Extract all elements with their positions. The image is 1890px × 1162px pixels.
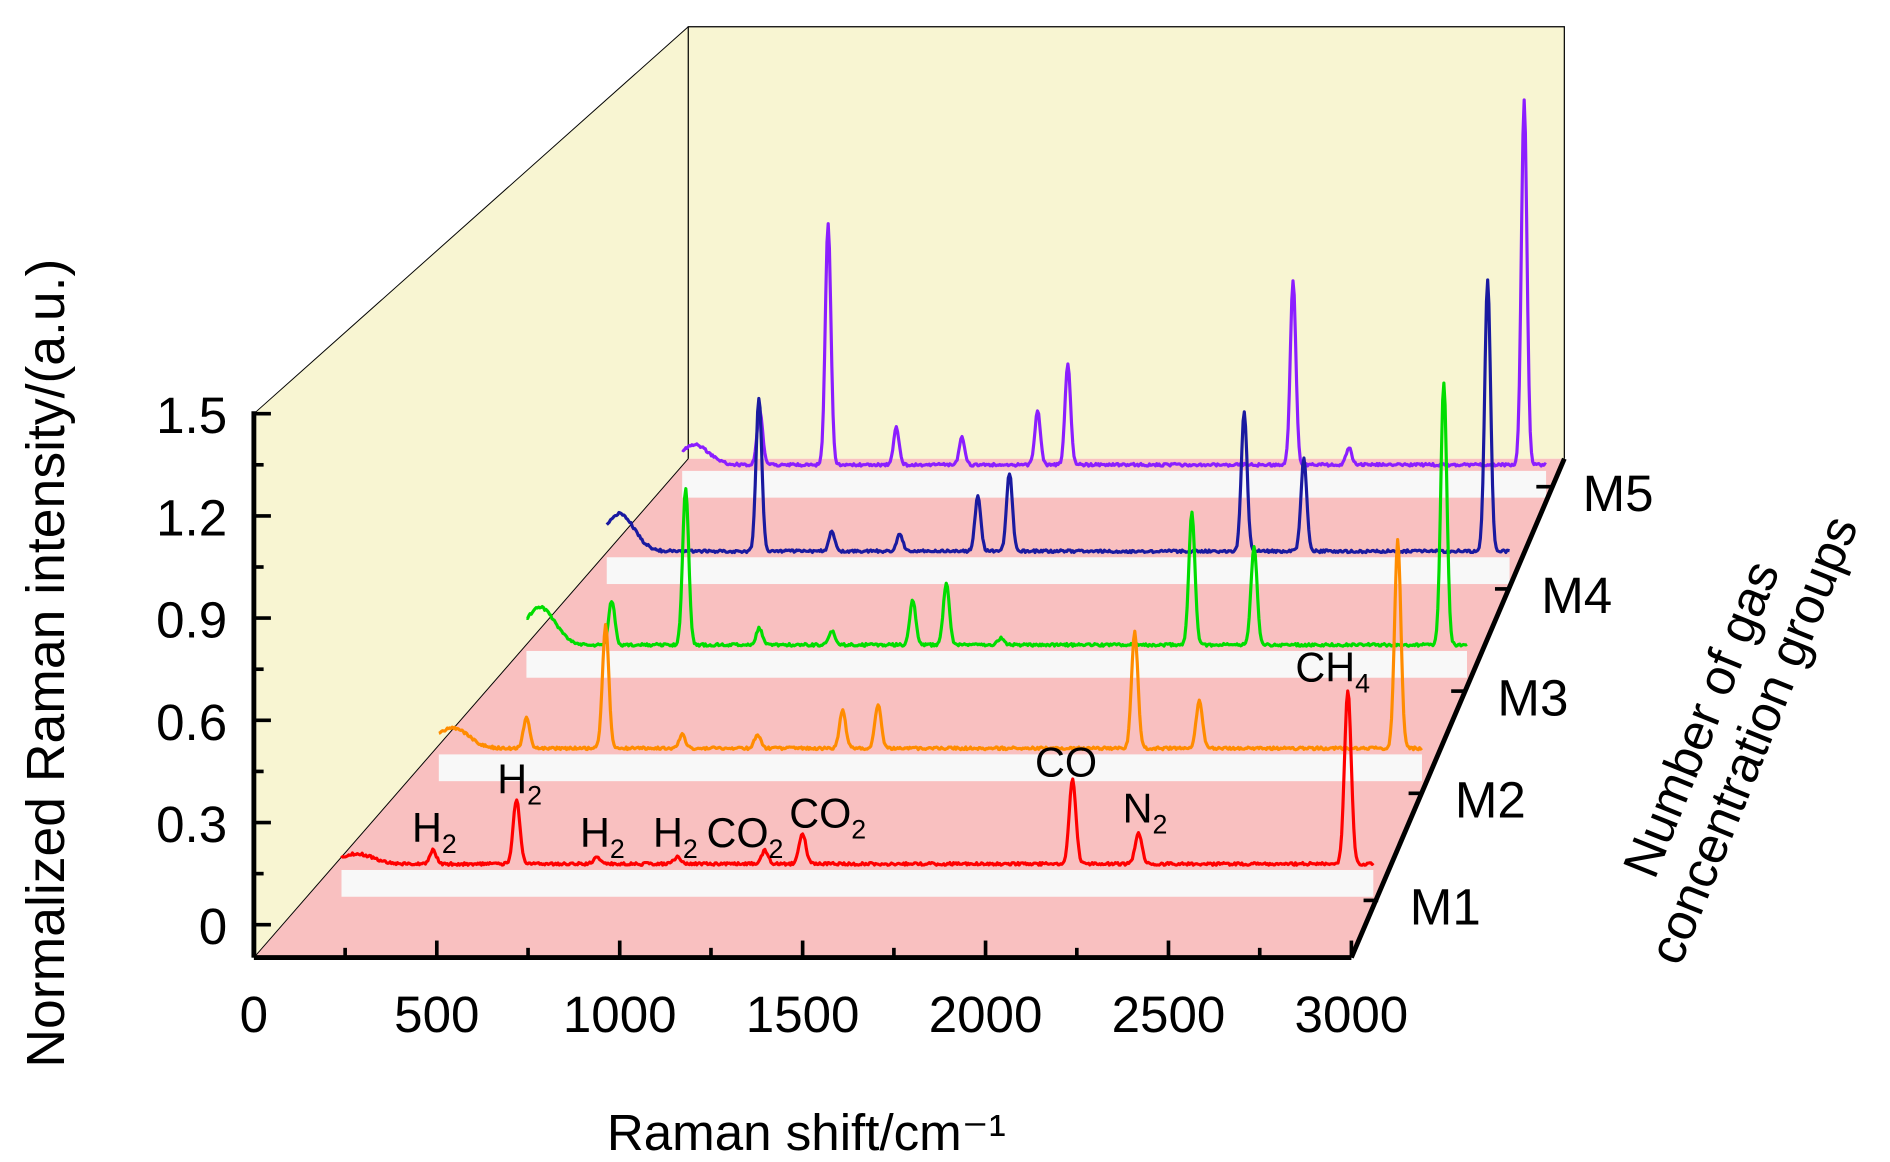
y-axis-label: Normalized Raman intensity/(a.u.) (17, 259, 76, 1068)
series-line-M2 (438, 538, 1423, 752)
peak-annotation: CH4 (1295, 644, 1370, 698)
annotation-subscript: 2 (851, 814, 866, 844)
annotation-base: CH (1295, 644, 1355, 690)
back-wall (688, 26, 1565, 459)
y-tick-label: 1.5 (156, 387, 227, 444)
z-tick-label: M3 (1497, 669, 1568, 726)
left-wall-edge (253, 26, 689, 415)
x-axis-label: Raman shift/cm⁻¹ (607, 1104, 1006, 1161)
z-tick-label: M5 (1583, 465, 1654, 522)
annotation-base: CO (789, 790, 851, 836)
series-line-M5 (681, 98, 1547, 468)
z-axis-line (1349, 457, 1567, 959)
annotation-subscript: 2 (610, 834, 625, 864)
annotation-subscript: 2 (442, 829, 457, 859)
baseline-strip-M1 (341, 869, 1374, 897)
z-tick-label: M4 (1541, 567, 1612, 624)
floor-edge (253, 458, 689, 958)
annotation-subscript: 2 (1153, 809, 1168, 839)
x-tick-label: 3000 (1295, 986, 1409, 1043)
y-tick-label: 1.2 (156, 489, 227, 546)
baseline-strip-M5 (682, 470, 1547, 498)
y-tick-label: 0 (199, 898, 227, 955)
x-tick-label: 0 (240, 986, 268, 1043)
annotation-subscript: 2 (769, 834, 784, 864)
peak-annotation: CO2 (789, 790, 866, 844)
series-line-M1 (340, 689, 1375, 867)
peak-annotation: CO (1035, 739, 1097, 785)
annotation-subscript: 2 (527, 780, 542, 810)
peak-annotation: H2 (653, 810, 698, 864)
peak-annotation: N2 (1123, 786, 1168, 840)
peak-annotation: CO2 (707, 810, 784, 864)
y-tick-label: 0.9 (156, 592, 227, 649)
baseline-strip-M2 (438, 754, 1422, 782)
y-tick-label: 0.6 (156, 694, 227, 751)
annotation-base: CO (1035, 739, 1097, 785)
series-line-M4 (605, 278, 1510, 555)
annotation-base: H (497, 756, 527, 802)
annotation-subscript: 2 (683, 834, 698, 864)
annotation-base: H (653, 810, 683, 856)
baseline-strip-M4 (606, 557, 1510, 585)
series-line-M3 (526, 381, 1468, 648)
x-tick-label: 2000 (929, 986, 1043, 1043)
x-tick-label: 1000 (563, 986, 677, 1043)
z-tick-label: M1 (1410, 879, 1481, 936)
annotation-subscript: 4 (1355, 668, 1370, 698)
peak-annotation: H2 (580, 810, 625, 864)
x-tick-label: 2500 (1112, 986, 1226, 1043)
peak-annotation: H2 (412, 805, 457, 859)
back-wall-edge (687, 26, 1565, 459)
z-tick-label: M2 (1455, 772, 1526, 829)
y-tick-label: 0.3 (156, 796, 227, 853)
left-wall (253, 26, 689, 958)
baseline-strip-M3 (526, 650, 1467, 678)
x-tick-label: 1500 (746, 986, 860, 1043)
peak-annotation: H2 (497, 756, 542, 810)
annotation-base: CO (707, 810, 769, 856)
annotation-base: H (580, 810, 610, 856)
annotation-base: N (1123, 786, 1153, 832)
x-tick-label: 500 (394, 986, 479, 1043)
annotation-base: H (412, 805, 442, 851)
